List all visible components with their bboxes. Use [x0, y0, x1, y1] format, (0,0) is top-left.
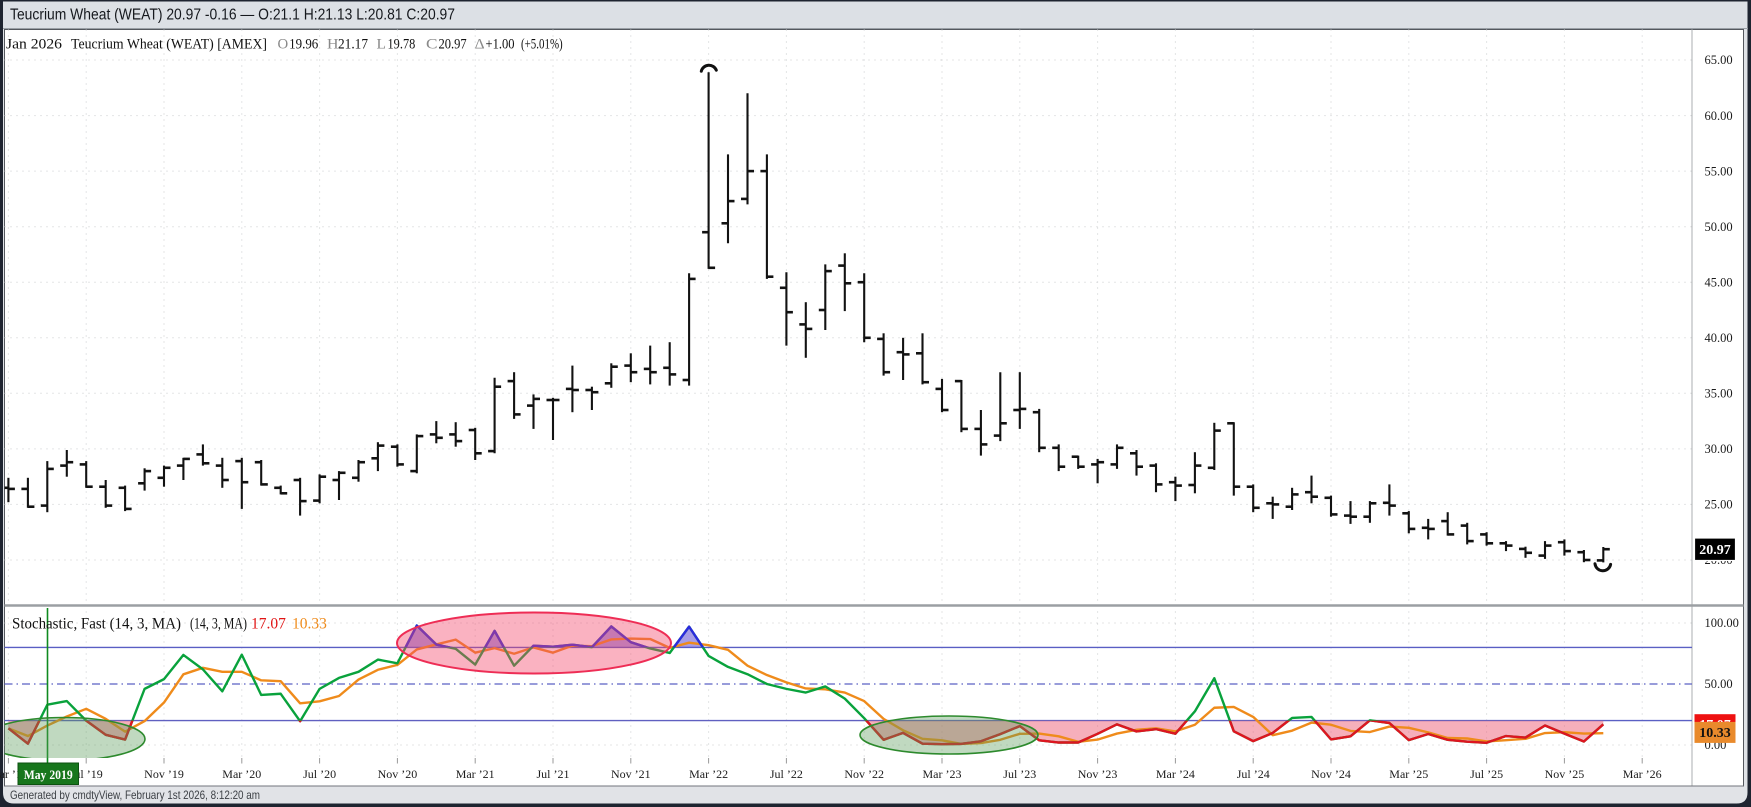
svg-text:65.00: 65.00 — [1705, 53, 1733, 67]
svg-text:Nov ’21: Nov ’21 — [611, 767, 651, 781]
svg-text:30.00: 30.00 — [1705, 442, 1733, 456]
svg-text:Jul ’25: Jul ’25 — [1470, 767, 1503, 781]
svg-text:Mar ’23: Mar ’23 — [923, 767, 962, 781]
svg-text:Nov ’20: Nov ’20 — [378, 767, 418, 781]
svg-text:(14, 3, MA): (14, 3, MA) — [190, 616, 247, 633]
svg-text:50.00: 50.00 — [1705, 677, 1733, 691]
svg-text:19.96: 19.96 — [289, 37, 319, 53]
svg-text:Mar ’22: Mar ’22 — [689, 767, 728, 781]
svg-text:20.97: 20.97 — [1699, 543, 1731, 558]
svg-text:Mar ’20: Mar ’20 — [222, 767, 261, 781]
svg-text:(+5.01%): (+5.01%) — [521, 37, 563, 53]
svg-text:Δ: Δ — [475, 37, 485, 53]
svg-text:60.00: 60.00 — [1705, 109, 1733, 123]
svg-text:Nov ’23: Nov ’23 — [1078, 767, 1118, 781]
svg-text:50.00: 50.00 — [1705, 220, 1733, 234]
svg-text:May 2019: May 2019 — [24, 768, 73, 782]
svg-text:O: O — [278, 37, 289, 53]
svg-text:Teucrium Wheat (WEAT) [AMEX]: Teucrium Wheat (WEAT) [AMEX] — [71, 37, 267, 53]
svg-text:35.00: 35.00 — [1705, 387, 1733, 401]
svg-text:L: L — [377, 37, 387, 53]
svg-text:17.07: 17.07 — [251, 616, 286, 633]
svg-text:Mar ’25: Mar ’25 — [1389, 767, 1428, 781]
svg-text:100.00: 100.00 — [1705, 616, 1739, 630]
svg-text:Nov ’24: Nov ’24 — [1311, 767, 1351, 781]
svg-text:Teucrium Wheat (WEAT) 20.97 -0: Teucrium Wheat (WEAT) 20.97 -0.16 — O:21… — [10, 7, 455, 24]
svg-text:Jan 2026: Jan 2026 — [6, 37, 63, 53]
svg-text:Nov ’22: Nov ’22 — [844, 767, 884, 781]
svg-text:10.33: 10.33 — [292, 616, 327, 633]
svg-text:Jul ’21: Jul ’21 — [537, 767, 570, 781]
svg-text:Jul ’24: Jul ’24 — [1237, 767, 1270, 781]
svg-text:Mar ’21: Mar ’21 — [456, 767, 495, 781]
svg-text:20.97: 20.97 — [439, 37, 468, 53]
svg-text:10.33: 10.33 — [1699, 726, 1731, 741]
svg-text:Jul ’22: Jul ’22 — [770, 767, 803, 781]
svg-text:40.00: 40.00 — [1705, 331, 1733, 345]
svg-text:55.00: 55.00 — [1705, 164, 1733, 178]
svg-text:Mar ’24: Mar ’24 — [1156, 767, 1195, 781]
svg-text:Nov ’19: Nov ’19 — [144, 767, 184, 781]
svg-text:Generated by cmdtyView, Februa: Generated by cmdtyView, February 1st 202… — [10, 788, 260, 802]
svg-text:19.78: 19.78 — [388, 37, 416, 53]
svg-text:H: H — [327, 37, 339, 53]
svg-text:Stochastic, Fast (14, 3, MA): Stochastic, Fast (14, 3, MA) — [12, 616, 181, 633]
svg-text:45.00: 45.00 — [1705, 275, 1733, 289]
svg-text:25.00: 25.00 — [1705, 498, 1733, 512]
svg-text:+1.00: +1.00 — [486, 37, 515, 53]
svg-text:21.17: 21.17 — [338, 37, 368, 53]
svg-text:Mar ’26: Mar ’26 — [1623, 767, 1662, 781]
svg-text:Nov ’25: Nov ’25 — [1545, 767, 1585, 781]
svg-text:C: C — [426, 37, 438, 53]
svg-text:Jul ’20: Jul ’20 — [303, 767, 336, 781]
svg-text:Jul ’23: Jul ’23 — [1003, 767, 1036, 781]
